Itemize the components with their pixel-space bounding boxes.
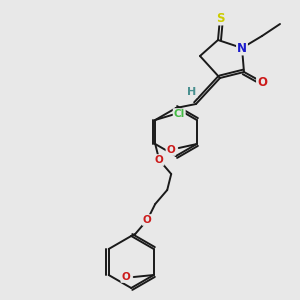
Text: S: S	[216, 11, 224, 25]
Text: H: H	[188, 87, 196, 97]
Text: O: O	[167, 145, 175, 155]
Text: O: O	[155, 155, 164, 165]
Text: O: O	[143, 215, 152, 225]
Text: N: N	[237, 41, 247, 55]
Text: O: O	[122, 272, 130, 282]
Text: O: O	[257, 76, 267, 88]
Text: Cl: Cl	[174, 109, 185, 119]
